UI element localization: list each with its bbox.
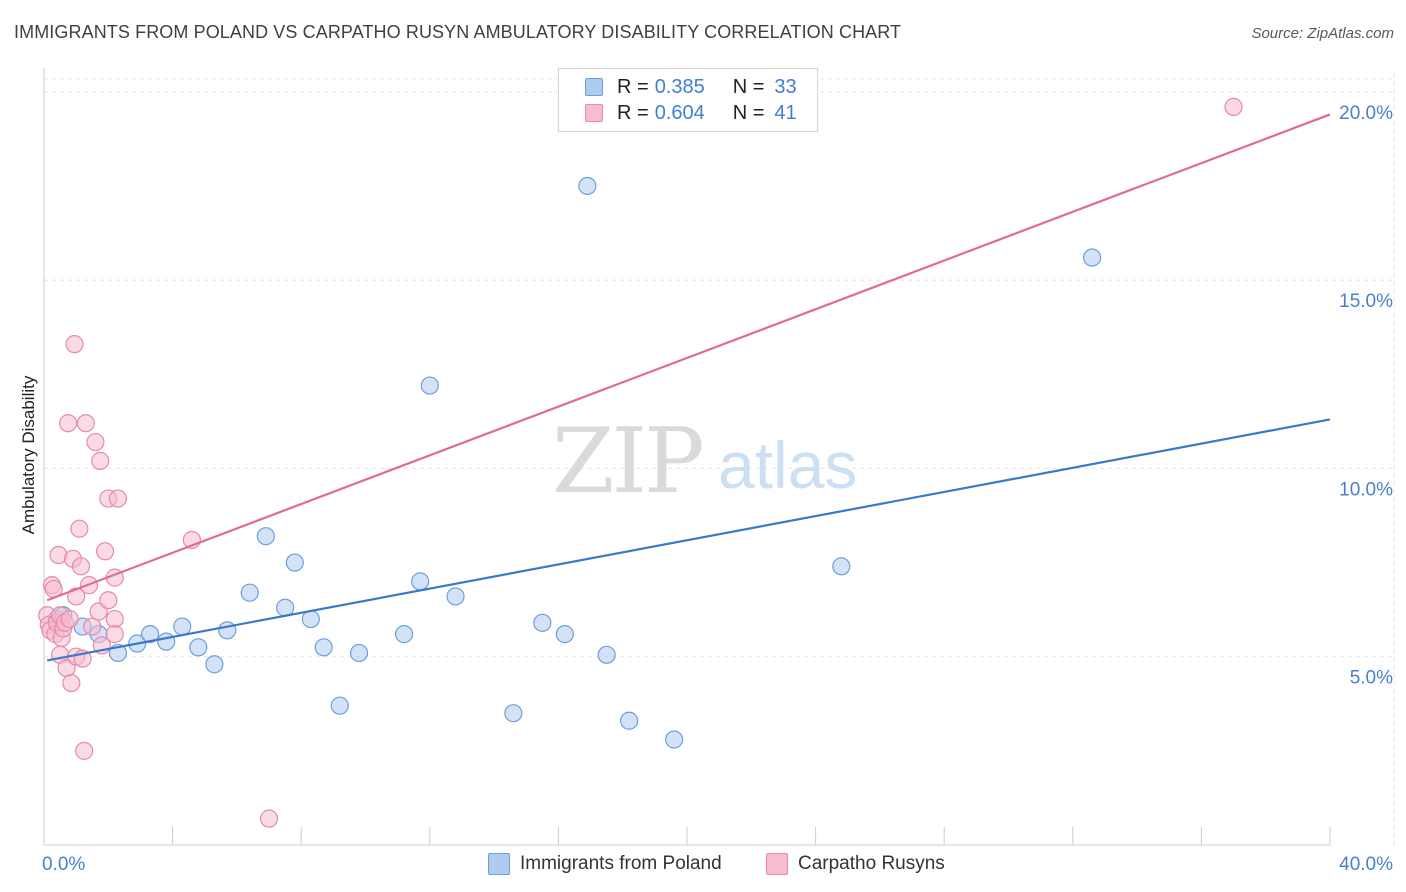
legend-r-label: R =	[617, 101, 649, 124]
rusyn-point	[86, 432, 105, 452]
poland-point	[189, 638, 208, 657]
chart-title: IMMIGRANTS FROM POLAND VS CARPATHO RUSYN…	[14, 22, 902, 42]
rusyn-point	[62, 673, 81, 693]
x-tick-label: 40.0%	[1339, 854, 1393, 875]
rusyn-point	[105, 609, 124, 629]
poland-point	[597, 645, 616, 664]
poland-point	[394, 625, 414, 644]
poland-point	[1082, 248, 1102, 267]
legend-row-rusyn: R = 0.604 N = 41	[585, 101, 797, 125]
bottom-legend-poland: Immigrants from Poland	[488, 851, 722, 877]
rusyn-point	[259, 809, 279, 828]
rusyn-point	[75, 741, 94, 760]
watermark: ZIP atlas	[552, 409, 857, 514]
poland-point	[420, 376, 439, 395]
rusyn-point	[60, 609, 79, 629]
poland-trend-line	[47, 418, 1331, 662]
poland-point	[205, 655, 224, 674]
poland-point	[140, 625, 160, 644]
poland-point	[533, 613, 552, 632]
rusyn-point	[99, 591, 118, 610]
trend-lines	[46, 113, 1331, 662]
legend-n-value: 41	[774, 101, 797, 124]
poland-point	[218, 621, 237, 640]
x-tick-label: 0.0%	[42, 854, 85, 875]
y-tick-label: 20.0%	[1339, 103, 1393, 124]
legend-r-value: 0.604	[654, 101, 705, 124]
rusyn-point	[70, 519, 89, 538]
bottom-legend-swatch-rusyn	[766, 853, 788, 875]
legend-n-label: N =	[732, 101, 765, 124]
legend-swatch-rusyn	[585, 104, 603, 122]
rusyn-point	[105, 625, 124, 644]
poland-point	[349, 643, 369, 663]
source-label: Source: ZipAtlas.com	[1251, 25, 1394, 42]
legend-row-poland: R = 0.385 N = 33	[585, 75, 797, 99]
rusyn-point	[71, 557, 91, 576]
poland-point	[411, 572, 430, 591]
rusyn-point	[91, 451, 110, 470]
bottom-legend-rusyn: Carpatho Rusyns	[766, 851, 945, 877]
rusyn-trend-line	[46, 113, 1331, 602]
poland-point	[504, 704, 523, 723]
x-tick-labels: 0.0% 40.0%	[42, 854, 1393, 875]
bottom-legend-swatch-poland	[488, 853, 510, 875]
rusyn-point	[65, 335, 84, 354]
y-axis-label: Ambulatory Disability	[19, 375, 38, 534]
rusyn-point	[76, 414, 95, 433]
legend-n-label: N =	[732, 75, 765, 98]
bottom-legend-label-rusyn: Carpatho Rusyns	[798, 853, 945, 874]
rusyn-point	[95, 542, 115, 561]
poland-point	[446, 587, 465, 606]
rusyn-point	[67, 587, 86, 606]
legend-r-label: R =	[617, 75, 649, 98]
poland-point	[240, 583, 259, 602]
poland-point	[173, 617, 192, 636]
watermark-atlas: atlas	[718, 428, 857, 502]
poland-point	[256, 527, 275, 546]
poland-point	[555, 625, 574, 644]
legend-swatch-poland	[585, 78, 603, 96]
poland-point	[578, 176, 597, 196]
rusyn-point	[108, 489, 128, 508]
poland-point	[665, 730, 684, 749]
y-tick-labels: 5.0% 10.0% 15.0% 20.0%	[1339, 103, 1393, 689]
rusyn-point	[59, 414, 78, 433]
legend: R = 0.385 N = 33 R = 0.604 N = 41	[558, 68, 818, 132]
poland-point	[314, 638, 333, 657]
legend-r-value: 0.385	[654, 75, 705, 98]
axes	[43, 68, 1331, 846]
poland-point	[157, 632, 176, 651]
y-tick-label: 10.0%	[1339, 479, 1393, 500]
rusyn-point	[1224, 97, 1243, 116]
bottom-legend-label-poland: Immigrants from Poland	[520, 853, 722, 874]
legend-n-value: 33	[774, 75, 797, 98]
poland-point	[832, 557, 851, 576]
y-tick-label: 5.0%	[1350, 668, 1393, 689]
rusyn-point	[83, 617, 102, 636]
poland-point	[285, 553, 304, 572]
poland-point	[620, 711, 639, 730]
watermark-zip: ZIP	[552, 409, 702, 514]
y-tick-label: 15.0%	[1339, 291, 1393, 312]
poland-point	[330, 696, 349, 715]
